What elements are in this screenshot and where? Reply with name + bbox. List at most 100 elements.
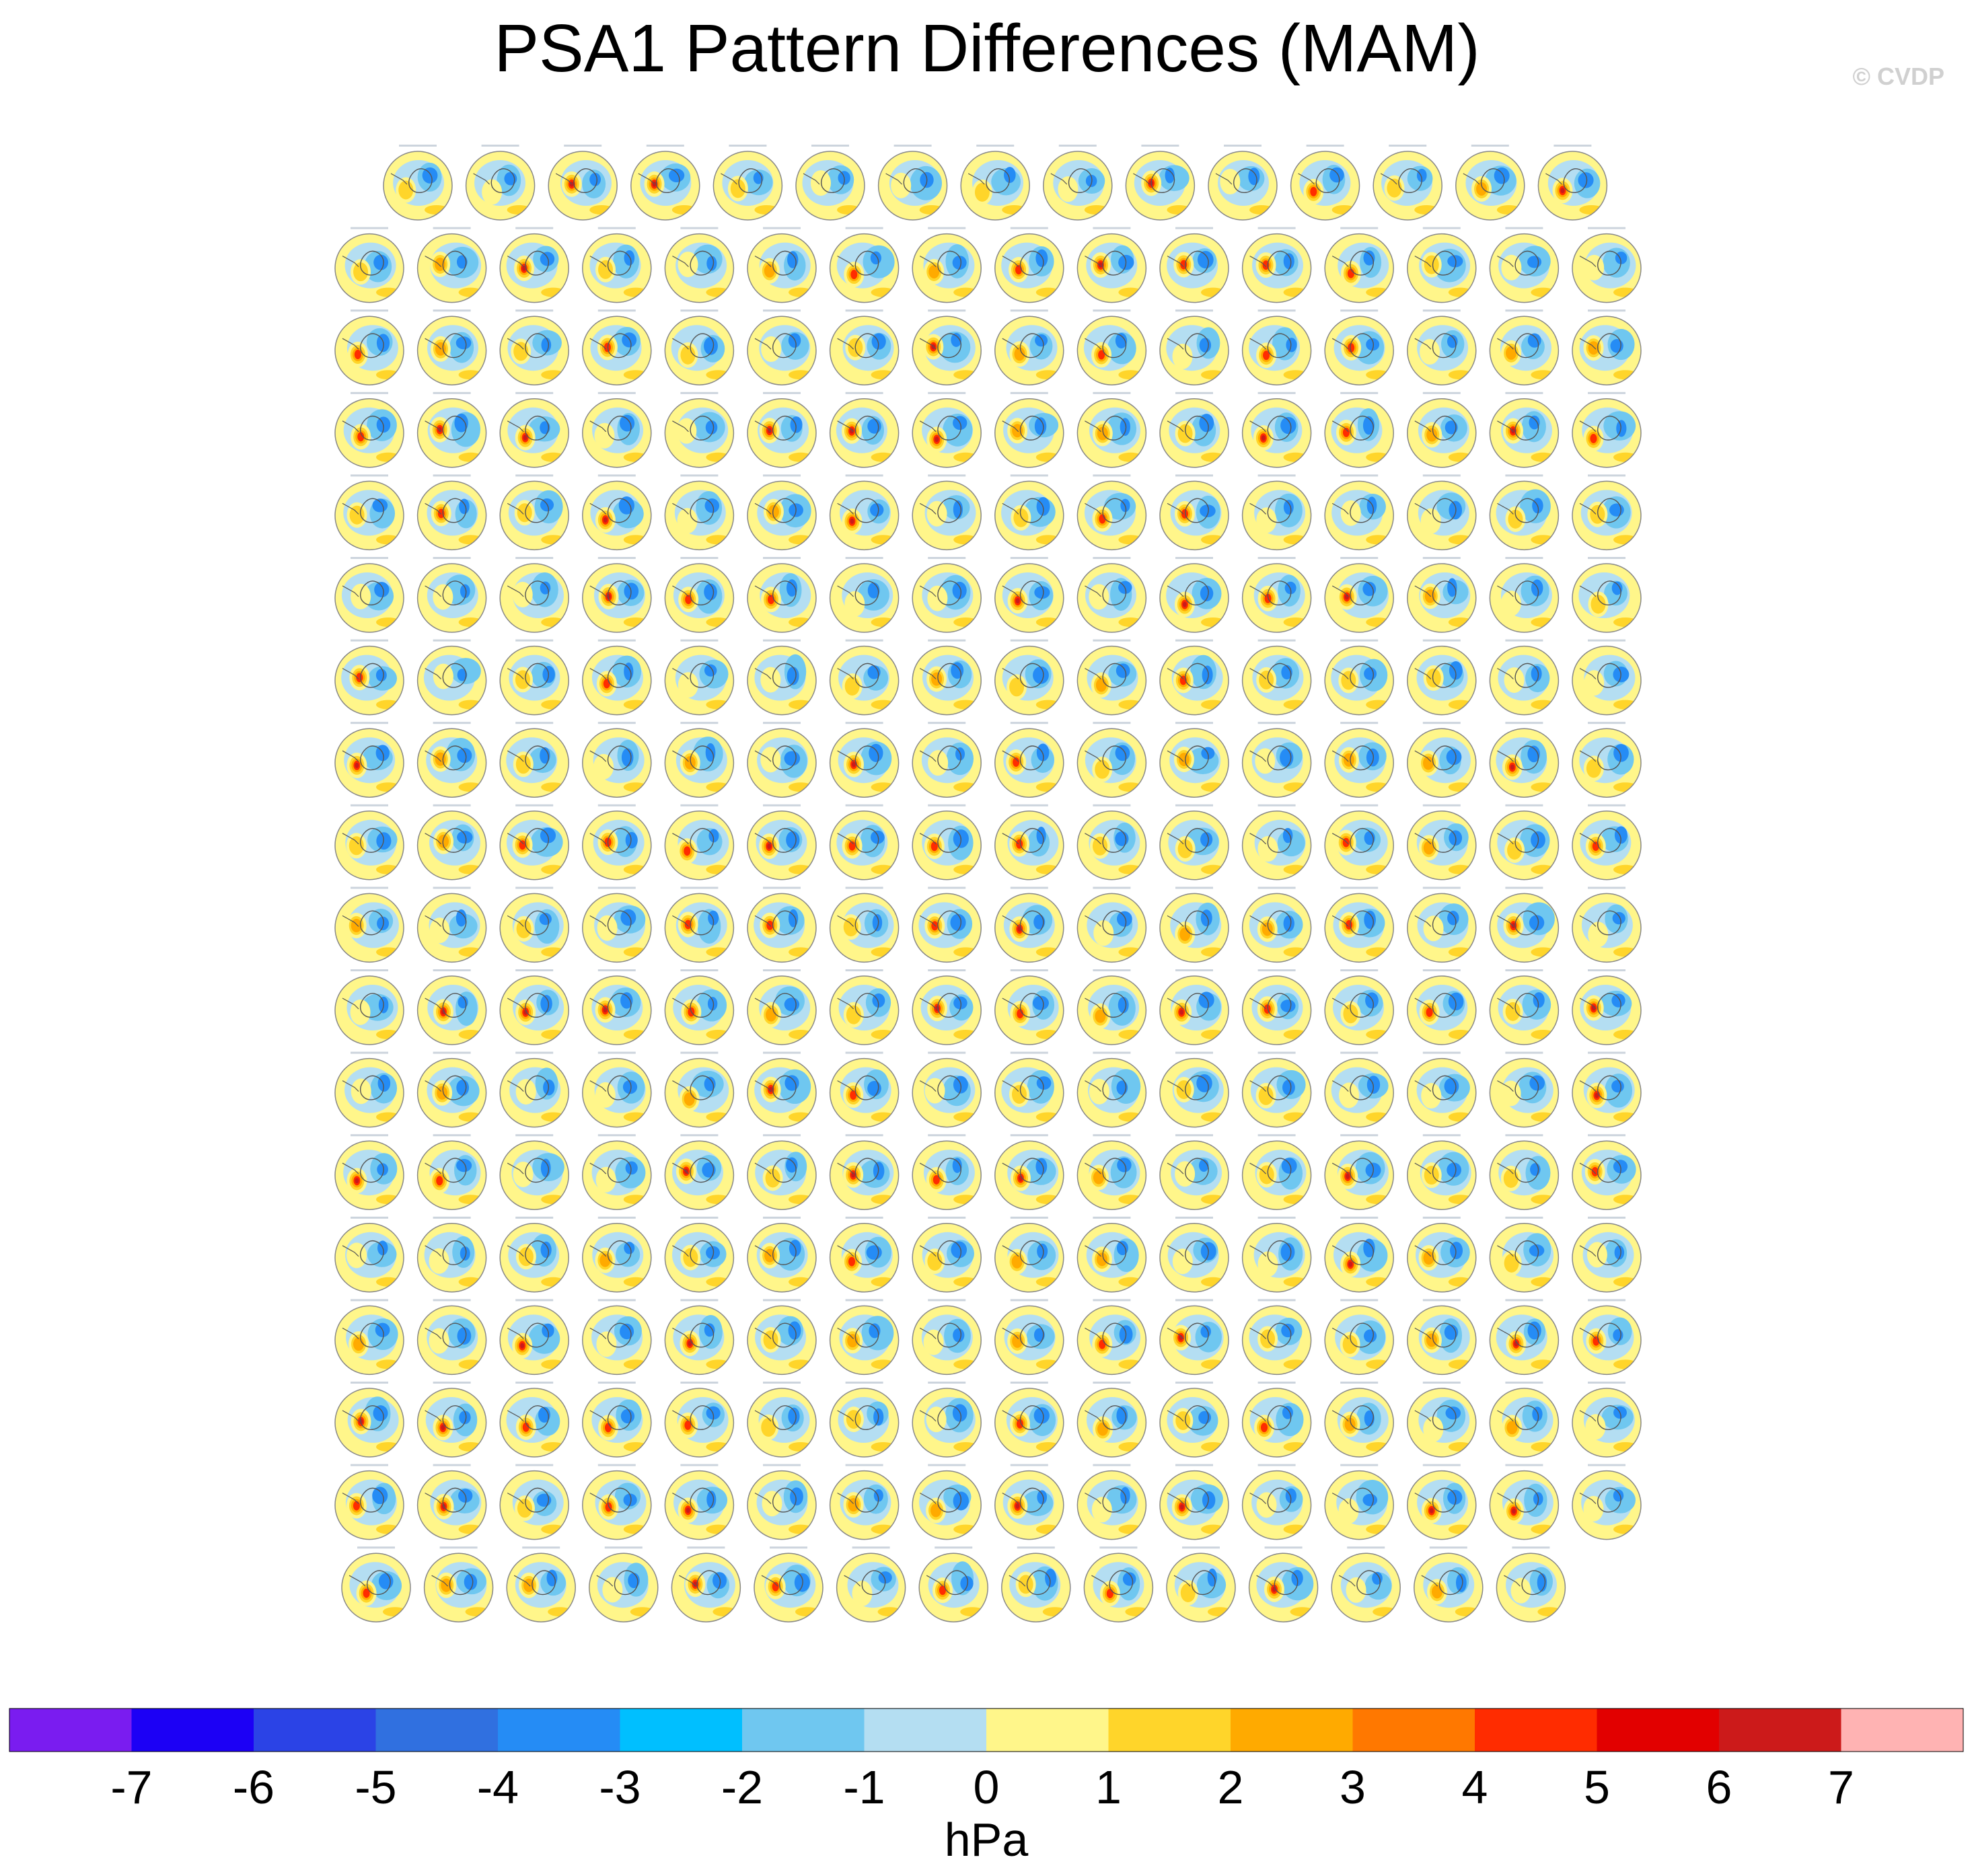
coastline xyxy=(679,1575,696,1587)
coastline xyxy=(1184,1240,1209,1265)
coastline xyxy=(1432,415,1457,441)
anomaly-contour xyxy=(1346,1173,1350,1179)
coastline xyxy=(359,910,384,936)
panel-caption xyxy=(1553,145,1592,147)
panel-border xyxy=(994,1140,1064,1210)
coastline xyxy=(1497,998,1514,1010)
coastline xyxy=(919,833,937,845)
panel-border xyxy=(1572,1388,1642,1458)
anomaly-contour xyxy=(768,504,779,519)
anomaly-contour xyxy=(939,1585,946,1596)
anomaly-contour xyxy=(1611,993,1625,1008)
coastline xyxy=(425,256,442,268)
anomaly-contour xyxy=(1504,667,1525,693)
coastline xyxy=(1249,338,1267,350)
panel-border xyxy=(499,480,569,551)
coastline xyxy=(1002,1327,1019,1339)
panel-caption xyxy=(1257,639,1296,642)
coastline xyxy=(690,663,715,688)
coastline xyxy=(425,585,442,597)
coastline xyxy=(772,498,797,523)
panel-border xyxy=(334,315,404,385)
map-panel xyxy=(1373,151,1442,220)
panel-caption xyxy=(1175,557,1213,559)
anomaly-contour xyxy=(1421,1083,1442,1109)
panel-caption xyxy=(845,722,883,724)
coastline xyxy=(1514,333,1539,359)
panel-border xyxy=(1241,645,1312,716)
coastline xyxy=(1002,1080,1019,1092)
panel-border xyxy=(1324,1223,1394,1293)
coastline xyxy=(854,910,879,936)
coastline xyxy=(1514,1240,1539,1265)
panel-border xyxy=(747,1388,817,1458)
panel-border xyxy=(582,1140,652,1210)
map-panel xyxy=(589,1553,658,1622)
coastline xyxy=(1068,168,1093,194)
panel-caption xyxy=(1093,639,1131,642)
anomaly-contour xyxy=(1426,669,1441,688)
panel-caption xyxy=(1588,1051,1625,1054)
coastline xyxy=(507,420,524,433)
colorbar-segment xyxy=(864,1709,987,1752)
map-panel xyxy=(1242,1058,1311,1127)
panel-border xyxy=(1324,398,1394,468)
anomaly-contour xyxy=(846,1410,861,1429)
anomaly-contour xyxy=(1431,1585,1442,1599)
panel-border xyxy=(416,1305,487,1376)
map-panel xyxy=(417,1470,486,1540)
anomaly-contour xyxy=(523,435,527,441)
coastline xyxy=(1019,415,1044,441)
anomaly-contour xyxy=(1009,677,1025,697)
panel-border xyxy=(1076,233,1147,303)
panel-border xyxy=(589,1552,659,1622)
coastline xyxy=(837,1410,854,1422)
panel-border xyxy=(499,893,569,963)
coastline xyxy=(672,1080,689,1092)
anomaly-contour xyxy=(928,264,940,278)
map-panel xyxy=(830,1223,899,1292)
panel-caption xyxy=(845,1216,883,1219)
anomaly-contour xyxy=(1363,250,1375,266)
map-panel xyxy=(912,233,982,303)
panel-caption xyxy=(1422,969,1461,971)
coastline xyxy=(1414,915,1432,927)
panel-border xyxy=(1324,563,1394,633)
coastline xyxy=(1249,502,1267,515)
coastline xyxy=(1497,915,1514,927)
map-panel xyxy=(1325,1306,1394,1375)
map-panel xyxy=(424,1553,493,1622)
anomaly-contour xyxy=(1280,416,1296,435)
coastline xyxy=(359,1405,384,1431)
coastline xyxy=(854,1487,879,1513)
anomaly-contour xyxy=(522,1422,529,1432)
panel-border xyxy=(582,480,652,551)
coastline xyxy=(1102,1158,1127,1183)
coastline xyxy=(1133,173,1150,185)
anomaly-contour xyxy=(625,831,638,849)
anomaly-contour xyxy=(762,1491,782,1517)
anomaly-contour xyxy=(355,762,359,768)
coastline xyxy=(1085,750,1101,762)
map-panel xyxy=(1407,398,1476,467)
panel-border xyxy=(1407,233,1477,303)
anomaly-contour xyxy=(1089,1078,1109,1104)
panel-border xyxy=(1489,811,1560,880)
panel-caption xyxy=(604,1546,643,1549)
coastline xyxy=(944,1570,969,1596)
anomaly-contour xyxy=(1258,1086,1274,1105)
panel-caption xyxy=(1175,887,1213,889)
anomaly-contour xyxy=(350,999,371,1025)
coastline xyxy=(803,173,820,185)
panel-border xyxy=(664,1305,735,1376)
coastline xyxy=(1184,663,1209,688)
anomaly-contour xyxy=(1612,911,1625,925)
anomaly-contour xyxy=(1500,591,1521,617)
panel-border xyxy=(829,893,900,963)
anomaly-contour xyxy=(538,1406,550,1423)
coastline xyxy=(1579,915,1597,927)
map-panel xyxy=(335,564,404,632)
coastline xyxy=(754,833,772,845)
panel-border xyxy=(664,1057,735,1128)
map-panel xyxy=(1407,1141,1476,1210)
